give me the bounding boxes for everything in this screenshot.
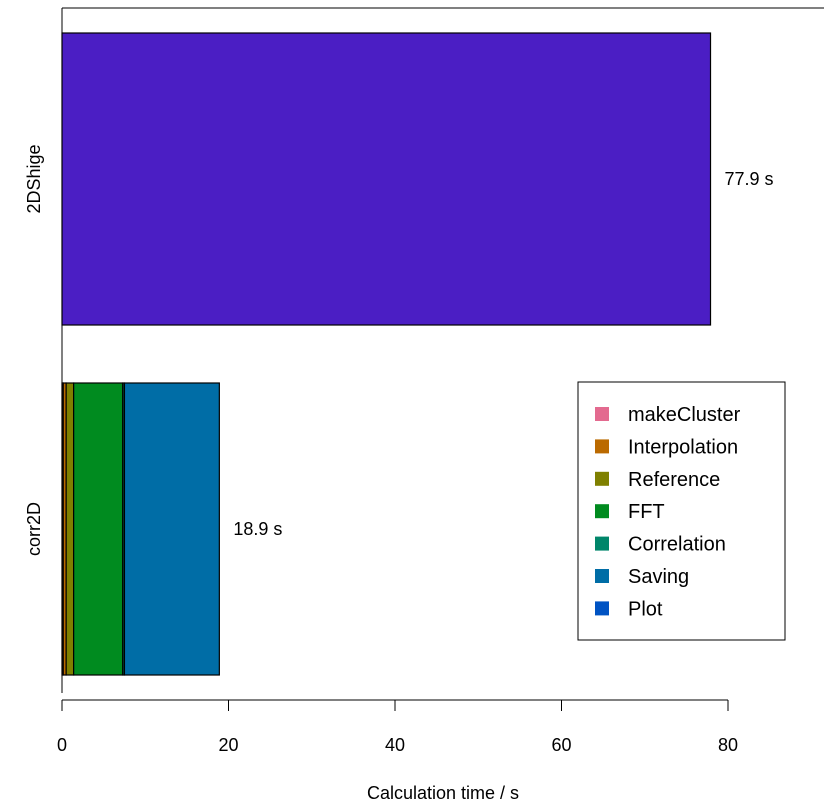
legend-label-reference: Reference xyxy=(628,469,720,491)
bar-2dshige xyxy=(61,32,712,326)
legend-label-correlation: Correlation xyxy=(628,534,726,556)
legend-label-makecluster: makeCluster xyxy=(628,404,741,426)
legend-swatch-reference xyxy=(595,471,609,486)
x-axis: 0 20 40 60 80 xyxy=(57,699,738,755)
x-tick-label: 60 xyxy=(551,735,571,755)
legend-label-interpolation: Interpolation xyxy=(628,436,738,458)
legend-swatch-makecluster xyxy=(595,407,609,421)
category-labels: corr2D 2DShige xyxy=(24,144,44,556)
data-labels: 77.9 s 18.9 s xyxy=(233,169,773,539)
x-tick-label: 40 xyxy=(385,735,405,755)
x-tick-label: 0 xyxy=(57,735,67,755)
category-label-corr2d: corr2D xyxy=(24,502,44,556)
data-label-2dshige: 77.9 s xyxy=(725,169,774,189)
legend-label-fft: FFT xyxy=(628,501,665,523)
x-axis-title: Calculation time / s xyxy=(367,783,519,803)
bar-segment-reference-corr2d xyxy=(65,382,75,676)
x-tick-label: 80 xyxy=(718,735,738,755)
legend: makeCluster Interpolation Reference FFT Corr… xyxy=(577,381,786,641)
bar-segment-fft-corr2d xyxy=(73,382,124,676)
data-label-corr2d: 18.9 s xyxy=(233,519,282,539)
legend-swatch-plot xyxy=(595,601,609,616)
legend-label-plot: Plot xyxy=(628,598,663,620)
bar-segment-saving-corr2d xyxy=(123,382,220,676)
category-label-2dshige: 2DShige xyxy=(24,144,44,213)
legend-box xyxy=(577,381,786,641)
legend-label-saving: Saving xyxy=(628,566,689,588)
x-tick-label: 20 xyxy=(218,735,238,755)
legend-swatch-saving xyxy=(595,569,609,583)
legend-swatch-correlation xyxy=(595,536,609,551)
legend-swatch-interpolation xyxy=(595,439,609,454)
bars-group xyxy=(61,32,712,676)
legend-swatch-fft xyxy=(595,504,609,519)
